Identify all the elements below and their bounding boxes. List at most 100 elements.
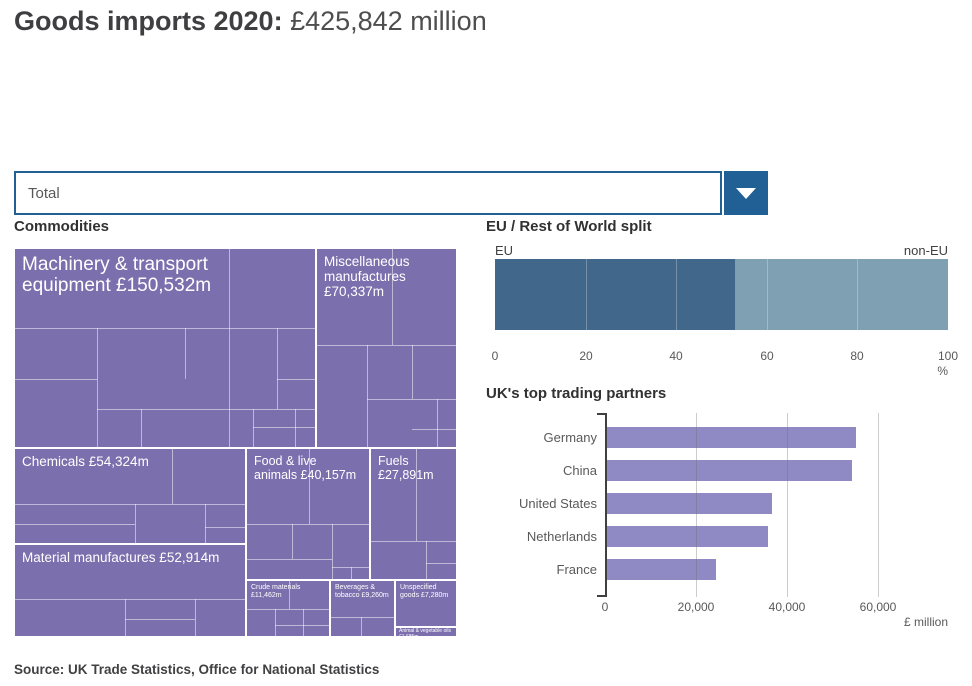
treemap-cell-unspecified-goods[interactable]: Unspecified goods £7,280m: [395, 580, 457, 627]
treemap-subdivision-line: [275, 609, 276, 636]
treemap-subdivision-line: [97, 409, 315, 410]
treemap-cell-label: Chemicals £54,324m: [22, 454, 149, 469]
treemap-subdivision-line: [229, 328, 230, 447]
eu-split-bar: [495, 259, 948, 330]
treemap-subdivision-line: [367, 345, 368, 447]
x-axis-tick: 40,000: [768, 600, 806, 614]
partner-label: China: [563, 463, 597, 478]
treemap-subdivision-line: [247, 524, 369, 525]
commodity-filter-dropdown-button[interactable]: [724, 171, 768, 215]
chevron-down-icon: [736, 187, 756, 199]
treemap-cell-label: Unspecified goods £7,280m: [400, 584, 449, 599]
eu-axis-tick: 60: [760, 349, 774, 363]
treemap-cell-label: Miscellaneous manufactures £70,337m: [324, 254, 410, 300]
treemap-cell-beverages-tobacco[interactable]: Beverages & tobacco £9,260m: [330, 580, 395, 637]
commodities-heading: Commodities: [14, 218, 110, 235]
treemap-subdivision-line: [275, 625, 329, 626]
treemap-cell-miscellaneous[interactable]: Miscellaneous manufactures £70,337m: [316, 248, 457, 448]
eu-axis-tick: 80: [850, 349, 864, 363]
bar-france[interactable]: [607, 559, 717, 580]
treemap-cell-material-manufactures[interactable]: Material manufactures £52,914m: [14, 544, 246, 637]
treemap-subdivision-line: [277, 328, 278, 409]
treemap-subdivision-line: [125, 619, 195, 620]
bar-netherlands[interactable]: [607, 526, 769, 547]
bar-germany[interactable]: [607, 427, 856, 448]
treemap-subdivision-line: [426, 563, 456, 564]
partner-label: France: [556, 562, 597, 577]
x-axis-unit: £ million: [903, 615, 948, 629]
treemap-subdivision-line: [332, 524, 333, 579]
axis-tick-mark: [597, 595, 607, 597]
gridline: [676, 259, 677, 330]
commodity-filter: Total: [14, 171, 768, 215]
treemap-subdivision-line: [412, 345, 413, 399]
eu-axis-tick: 40: [669, 349, 683, 363]
page-title: Goods imports 2020: £425,842 million: [14, 6, 487, 37]
treemap-subdivision-line: [185, 328, 186, 379]
non-eu-segment-label: non-EU: [903, 243, 948, 258]
source-note: Source: UK Trade Statistics, Office for …: [14, 662, 380, 677]
treemap-subdivision-line: [277, 379, 315, 380]
x-axis-tick: 60,000: [859, 600, 897, 614]
treemap-cell-label: Animal & vegetable oils £1,685m: [399, 628, 451, 637]
partner-label: Netherlands: [526, 529, 597, 544]
treemap-cell-food[interactable]: Food & live animals £40,157m: [246, 448, 370, 580]
treemap-subdivision-line: [229, 249, 230, 328]
treemap-subdivision-line: [392, 249, 393, 345]
treemap-cell-fuels[interactable]: Fuels £27,891m: [370, 448, 457, 580]
treemap-subdivision-line: [253, 409, 254, 447]
treemap-subdivision-line: [135, 504, 136, 543]
gridline: [696, 413, 697, 597]
commodities-treemap: Machinery & transport equipment £150,532…: [14, 248, 457, 637]
treemap-cell-label: Machinery & transport equipment £150,532…: [22, 254, 212, 297]
treemap-subdivision-line: [289, 581, 290, 609]
gridline: [857, 259, 858, 330]
treemap-subdivision-line: [303, 609, 304, 636]
treemap-cell-label: Material manufactures £52,914m: [22, 550, 220, 565]
treemap-subdivision-line: [253, 427, 315, 428]
treemap-cell-machinery[interactable]: Machinery & transport equipment £150,532…: [14, 248, 316, 448]
treemap-subdivision-line: [15, 504, 245, 505]
gridline: [767, 259, 768, 330]
treemap-subdivision-line: [97, 328, 98, 447]
non-eu-bar-segment[interactable]: [735, 259, 948, 330]
y-axis-line: [605, 413, 607, 597]
treemap-subdivision-line: [15, 524, 135, 525]
treemap-cell-label: Fuels £27,891m: [378, 454, 434, 482]
treemap-subdivision-line: [15, 599, 245, 600]
eu-bar-segment[interactable]: [495, 259, 736, 330]
gridline: [787, 413, 788, 597]
treemap-cell-chemicals[interactable]: Chemicals £54,324m: [14, 448, 246, 544]
treemap-subdivision-line: [361, 617, 362, 636]
treemap-subdivision-line: [371, 541, 456, 542]
treemap-subdivision-line: [426, 541, 427, 579]
treemap-cell-animal-vegetable-oils[interactable]: Animal & vegetable oils £1,685m: [395, 627, 457, 637]
gridline: [586, 259, 587, 330]
treemap-subdivision-line: [195, 599, 196, 636]
treemap-subdivision-line: [247, 609, 329, 610]
eu-axis-unit: %: [937, 364, 948, 378]
page-title-bold: Goods imports 2020:: [14, 6, 283, 36]
eu-split-heading: EU / Rest of World split: [486, 218, 652, 235]
eu-axis-tick: 100: [937, 349, 959, 363]
treemap-subdivision-line: [332, 567, 369, 568]
partner-label: United States: [518, 496, 597, 511]
bar-united-states[interactable]: [607, 493, 773, 514]
eu-axis-tick: 20: [579, 349, 593, 363]
treemap-subdivision-line: [141, 409, 142, 447]
treemap-subdivision-line: [15, 328, 315, 329]
treemap-subdivision-line: [205, 527, 245, 528]
treemap-cell-label: Beverages & tobacco £9,260m: [335, 584, 389, 599]
treemap-cell-label: Food & live animals £40,157m: [254, 454, 357, 482]
treemap-subdivision-line: [205, 504, 206, 543]
commodity-filter-select[interactable]: Total: [14, 171, 722, 215]
treemap-subdivision-line: [292, 524, 293, 559]
partners-bar-chart: [597, 413, 951, 597]
gridline: [878, 413, 879, 597]
treemap-subdivision-line: [437, 399, 438, 447]
treemap-subdivision-line: [247, 559, 332, 560]
bar-china[interactable]: [607, 460, 853, 481]
treemap-cell-label: Crude materials £11,462m: [251, 584, 301, 599]
treemap-cell-crude-materials[interactable]: Crude materials £11,462m: [246, 580, 330, 637]
